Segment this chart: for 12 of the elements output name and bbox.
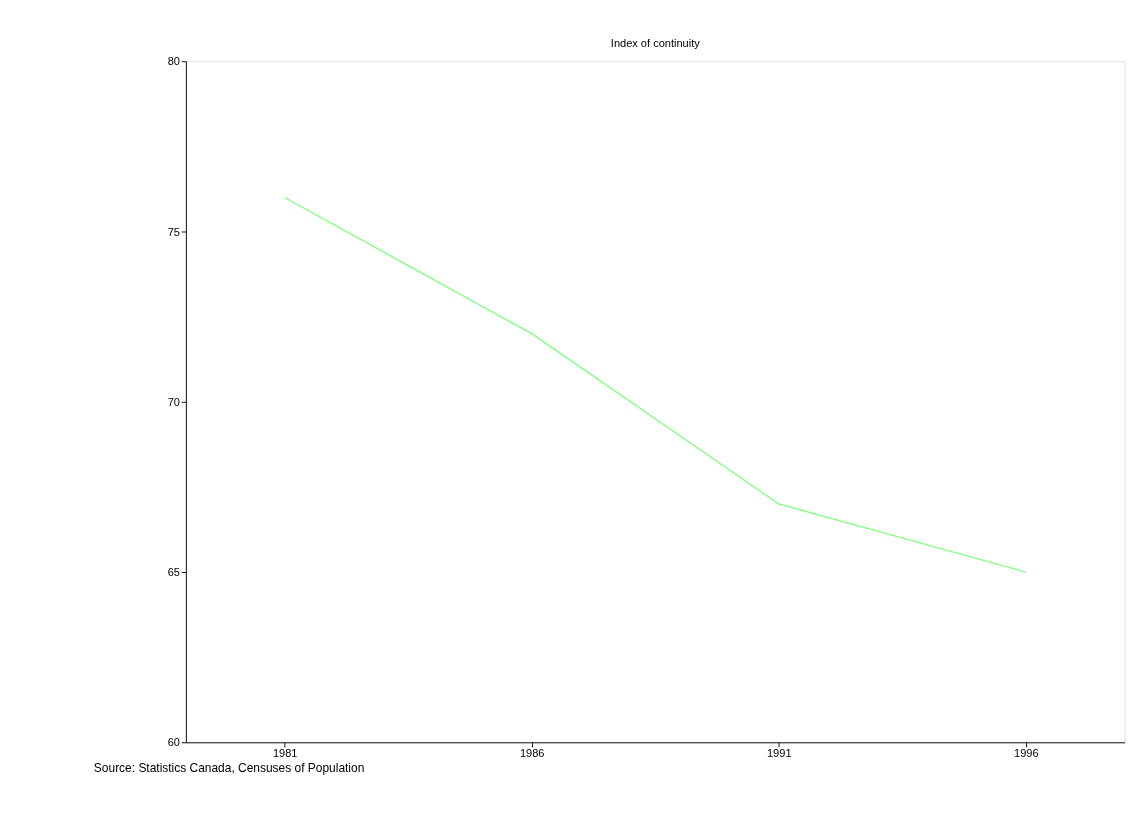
x-tick-label: 1996 — [1014, 747, 1039, 760]
y-tick-label: 80 — [167, 55, 180, 68]
x-tick-label: 1986 — [519, 747, 545, 760]
y-tick-label: 65 — [167, 566, 180, 579]
y-tick-label: 60 — [167, 736, 180, 749]
line-series — [284, 196, 1027, 573]
y-tick-label: 75 — [167, 225, 180, 238]
chart-title: Index of continuity — [610, 37, 701, 50]
y-tick-label: 70 — [167, 395, 180, 408]
source-note: Source: Statistics Canada, Censuses of Population — [93, 760, 365, 775]
x-tick-label: 1981 — [272, 747, 298, 760]
x-tick-label: 1991 — [766, 747, 792, 760]
